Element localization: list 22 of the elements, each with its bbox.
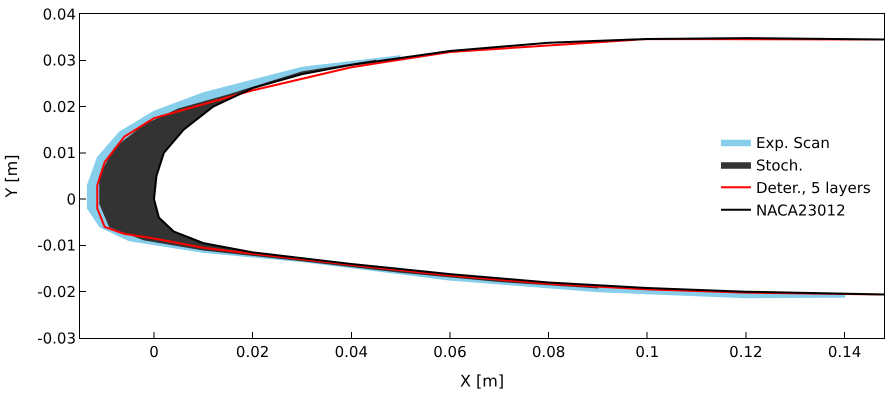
x-tick-label: 0.14: [828, 343, 862, 361]
x-tick-label: 0.06: [433, 343, 467, 361]
x-tick-label: 0.1: [635, 343, 660, 361]
y-tick-label: 0.03: [42, 52, 76, 70]
legend-label: NACA23012: [756, 202, 846, 220]
legend-label: Stoch.: [756, 156, 804, 175]
legend-label: Deter., 5 layers: [756, 179, 871, 198]
x-tick-label: 0.08: [532, 343, 566, 361]
x-tick-label: 0.12: [729, 343, 763, 361]
y-tick-label: -0.01: [37, 236, 76, 255]
y-tick-label: 0.01: [42, 144, 76, 162]
legend-label: Exp. Scan: [756, 134, 830, 152]
x-tick-label: 0.04: [334, 343, 368, 361]
y-tick-label: -0.02: [37, 282, 76, 301]
x-tick-label: 0.02: [236, 343, 270, 361]
y-tick-label: 0: [66, 190, 76, 208]
x-tick-label: 0: [149, 343, 159, 361]
x-axis-title: X [m]: [460, 372, 504, 391]
y-axis-title: Y [m]: [2, 154, 22, 198]
y-tick-label: 0.02: [42, 98, 76, 116]
y-tick-label: 0.04: [42, 5, 76, 24]
y-tick-label: -0.03: [37, 329, 76, 348]
